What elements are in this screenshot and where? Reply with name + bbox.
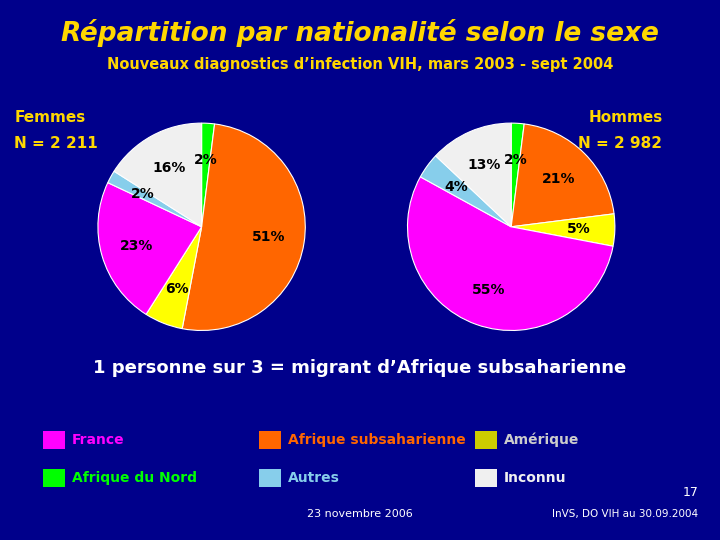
Text: 6%: 6%	[165, 282, 189, 296]
Text: 2%: 2%	[503, 152, 527, 166]
Wedge shape	[436, 123, 511, 227]
Text: Afrique du Nord: Afrique du Nord	[72, 471, 197, 485]
Text: 2%: 2%	[194, 152, 217, 166]
Text: 17: 17	[683, 487, 698, 500]
Text: Inconnu: Inconnu	[504, 471, 567, 485]
Text: 51%: 51%	[251, 231, 285, 244]
Wedge shape	[114, 123, 202, 227]
Text: Nouveaux diagnostics d’infection VIH, mars 2003 - sept 2004: Nouveaux diagnostics d’infection VIH, ma…	[107, 57, 613, 72]
Text: Femmes: Femmes	[14, 110, 86, 125]
Text: N = 2 982: N = 2 982	[578, 137, 662, 152]
Wedge shape	[511, 124, 614, 227]
Wedge shape	[202, 123, 215, 227]
Text: Répartition par nationalité selon le sexe: Répartition par nationalité selon le sex…	[61, 19, 659, 47]
Wedge shape	[511, 214, 615, 246]
Wedge shape	[420, 156, 511, 227]
Wedge shape	[182, 124, 305, 330]
Text: 23%: 23%	[120, 239, 153, 253]
Text: 4%: 4%	[445, 180, 469, 194]
Text: 55%: 55%	[472, 283, 505, 297]
Text: 21%: 21%	[542, 172, 575, 186]
Text: 2%: 2%	[130, 187, 154, 201]
Text: Afrique subsaharienne: Afrique subsaharienne	[288, 433, 466, 447]
Text: Hommes: Hommes	[588, 110, 662, 125]
Text: N = 2 211: N = 2 211	[14, 137, 98, 152]
Wedge shape	[98, 183, 202, 314]
Text: 5%: 5%	[567, 222, 590, 236]
Text: 23 novembre 2006: 23 novembre 2006	[307, 509, 413, 519]
Wedge shape	[146, 227, 202, 329]
Text: Amérique: Amérique	[504, 433, 580, 447]
Text: Autres: Autres	[288, 471, 340, 485]
Wedge shape	[511, 123, 524, 227]
Text: 1 personne sur 3 = migrant d’Afrique subsaharienne: 1 personne sur 3 = migrant d’Afrique sub…	[94, 359, 626, 377]
Wedge shape	[108, 171, 202, 227]
Wedge shape	[408, 177, 613, 330]
Text: France: France	[72, 433, 125, 447]
Text: InVS, DO VIH au 30.09.2004: InVS, DO VIH au 30.09.2004	[552, 509, 698, 519]
Text: 16%: 16%	[153, 161, 186, 175]
Text: 13%: 13%	[468, 158, 501, 172]
